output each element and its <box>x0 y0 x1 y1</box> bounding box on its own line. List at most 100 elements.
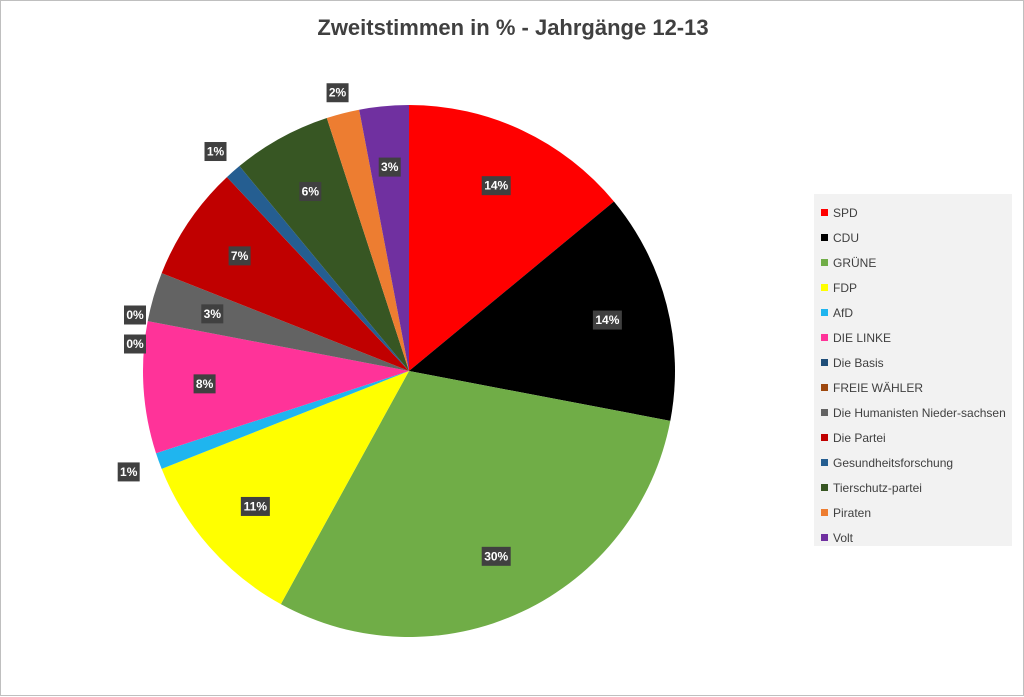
data-label: 8% <box>193 374 216 394</box>
data-label-text: 1% <box>120 465 138 479</box>
legend-item: Die Humanisten Nieder-sachsen <box>814 400 1012 425</box>
data-label-box <box>204 142 227 162</box>
data-label-text: 14% <box>484 179 508 193</box>
data-label-box <box>378 157 401 177</box>
legend-swatch <box>821 509 828 516</box>
pie-slice-grüne <box>280 371 671 638</box>
legend-item: FDP <box>814 275 1012 300</box>
data-label: 0% <box>124 334 146 354</box>
legend-swatch <box>821 209 828 216</box>
data-label-box <box>481 546 511 566</box>
data-label: 1% <box>204 142 227 162</box>
data-label-text: 0% <box>126 337 144 351</box>
data-label: 6% <box>299 182 322 202</box>
legend-swatch <box>821 359 828 366</box>
legend-item: GRÜNE <box>814 250 1012 275</box>
data-label-box <box>117 462 140 482</box>
legend-item: Tierschutz-partei <box>814 475 1012 500</box>
pie-slice-tierschutz-partei <box>239 118 409 371</box>
data-label-text: 6% <box>302 185 320 199</box>
legend-swatch <box>821 234 828 241</box>
data-label-text: 3% <box>204 307 222 321</box>
data-label: 3% <box>201 304 224 324</box>
legend-item: Die Partei <box>814 425 1012 450</box>
pie-slice-gesundheitsforschung <box>226 166 409 371</box>
pie-slice-cdu <box>409 201 675 421</box>
legend-label: Tierschutz-partei <box>833 480 922 495</box>
pie-slice-piraten <box>326 109 409 371</box>
legend-swatch <box>821 409 828 416</box>
legend-label: DIE LINKE <box>833 330 892 345</box>
legend-label: Die Basis <box>833 355 884 370</box>
legend-item: SPD <box>814 200 1012 225</box>
legend: SPD CDU GRÜNE FDP AfD DIE LINKE Die Basis FREIE… <box>814 194 1012 546</box>
data-label-text: 11% <box>244 499 268 513</box>
legend-label: Gesundheitsforschung <box>833 455 954 470</box>
data-label: 0% <box>124 305 146 325</box>
data-label-box <box>481 176 511 196</box>
legend-item: CDU <box>814 225 1012 250</box>
chart-title: Zweitstimmen in % - Jahrgänge 12-13 <box>317 15 709 40</box>
data-label-box <box>240 496 270 516</box>
legend-item: Die Basis <box>814 350 1012 375</box>
legend-swatch <box>821 384 828 391</box>
data-label: 2% <box>326 83 349 103</box>
data-label-box <box>201 304 224 324</box>
data-label-box <box>193 374 216 394</box>
data-label: 11% <box>240 496 270 516</box>
pie-slice-afd <box>156 371 409 469</box>
data-label-text: 2% <box>329 86 347 100</box>
data-label: 7% <box>228 246 251 266</box>
data-label-text: 7% <box>231 249 249 263</box>
legend-label: Volt <box>833 530 854 545</box>
data-label-box <box>124 334 146 354</box>
data-label: 1% <box>117 462 140 482</box>
legend-swatch <box>821 484 828 491</box>
pie-slice-fdp <box>161 371 409 605</box>
data-label-text: 3% <box>381 160 399 174</box>
legend-label: AfD <box>833 305 854 320</box>
legend-swatch <box>821 534 828 541</box>
legend-item: Gesundheitsforschung <box>814 450 1012 475</box>
data-label-box <box>124 305 146 325</box>
legend-item: Volt <box>814 525 1012 550</box>
legend-label: CDU <box>833 230 859 245</box>
legend-item: Piraten <box>814 500 1012 525</box>
legend-swatch <box>821 334 828 341</box>
legend-item: AfD <box>814 300 1012 325</box>
legend-swatch <box>821 434 828 441</box>
data-label: 14% <box>481 176 511 196</box>
pie-slice-spd <box>409 105 614 371</box>
data-label-text: 14% <box>595 313 619 327</box>
legend-label: GRÜNE <box>833 255 877 270</box>
legend-label: Die Humanisten Nieder-sachsen <box>833 405 1006 420</box>
data-label: 30% <box>481 546 511 566</box>
data-label-text: 0% <box>126 308 144 322</box>
legend-swatch <box>821 309 828 316</box>
legend-label: SPD <box>833 205 858 220</box>
legend-label: Piraten <box>833 505 872 520</box>
pie-slices <box>143 105 675 638</box>
data-label-box <box>326 83 349 103</box>
legend-item: FREIE WÄHLER <box>814 375 1012 400</box>
legend-item: DIE LINKE <box>814 325 1012 350</box>
data-label-text: 30% <box>484 549 508 563</box>
legend-swatch <box>821 459 828 466</box>
data-label-box <box>299 182 322 202</box>
data-label-text: 1% <box>207 145 225 159</box>
data-label-box <box>228 246 251 266</box>
legend-label: FREIE WÄHLER <box>833 380 924 395</box>
data-label-text: 8% <box>196 377 214 391</box>
data-label-box <box>592 310 622 330</box>
pie-slice-die-linke <box>143 321 409 454</box>
data-label: 14% <box>592 310 622 330</box>
pie-data-labels: 14% 14% 30% 11% 1% 8% 0% 0% 3% 7% 1% 6% 2% 3% <box>117 83 622 566</box>
legend-label: FDP <box>833 280 857 295</box>
legend-label: Die Partei <box>833 430 886 445</box>
legend-swatch <box>821 259 828 266</box>
pie-slice-die-partei <box>161 177 409 371</box>
legend-swatch <box>821 284 828 291</box>
pie-slice-die-humanisten-nieder-sachsen <box>147 273 409 371</box>
